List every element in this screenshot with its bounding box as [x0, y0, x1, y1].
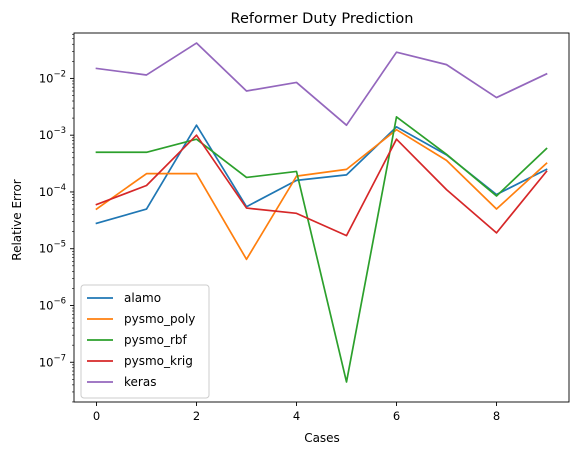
y-tick-label: 10−5	[39, 240, 66, 256]
axes: 0 2 4 6 8 10−7 10−6 10−5 10−4 10−3 10−2	[39, 32, 570, 423]
series-line-pysmo_poly	[95, 128, 548, 261]
x-tick-label: 0	[93, 409, 100, 423]
x-tick-label: 8	[493, 409, 500, 423]
y-axis-label: Relative Error	[10, 179, 24, 261]
series-line-pysmo_rbf	[95, 116, 548, 383]
plot-area	[95, 42, 548, 383]
y-tick-label: 10−4	[39, 183, 66, 199]
x-tick-label: 6	[393, 409, 400, 423]
legend-label-pysmo_poly: pysmo_poly	[124, 312, 195, 326]
y-tick-label: 10−7	[39, 353, 66, 369]
series-line-keras	[95, 42, 548, 127]
legend-box	[80, 284, 210, 399]
chart-title: Reformer Duty Prediction	[231, 11, 414, 27]
x-tick-label: 2	[193, 409, 200, 423]
series-line-pysmo_krig	[95, 134, 548, 237]
legend-label-pysmo_krig: pysmo_krig	[124, 354, 193, 368]
legend-label-pysmo_rbf: pysmo_rbf	[124, 333, 188, 347]
y-tick-label: 10−3	[39, 126, 66, 142]
y-tick-label: 10−2	[39, 69, 66, 85]
x-tick-label: 4	[293, 409, 300, 423]
legend-label-alamo: alamo	[124, 291, 161, 305]
plot-frame	[73, 32, 570, 403]
legend-label-keras: keras	[124, 375, 156, 389]
y-tick-label: 10−6	[39, 296, 66, 312]
x-axis-label: Cases	[304, 431, 340, 445]
